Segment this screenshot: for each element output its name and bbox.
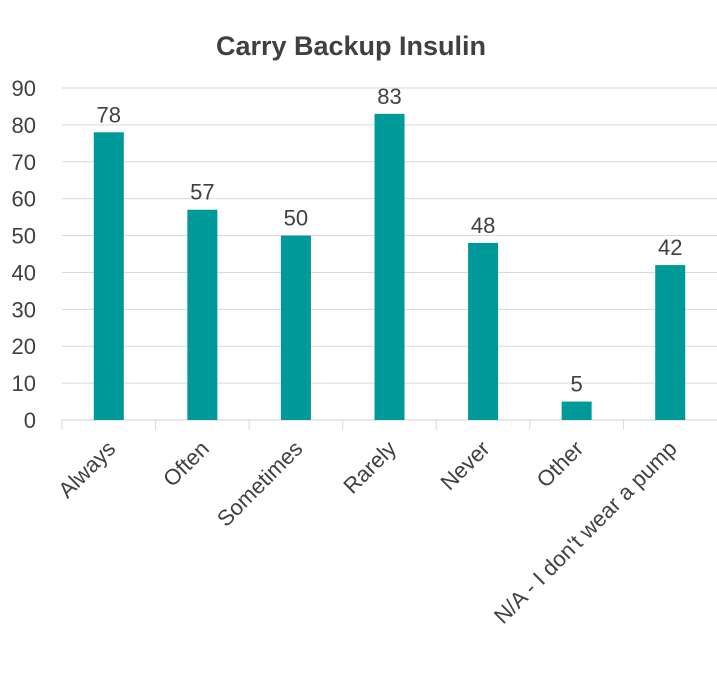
x-tick-label: Sometimes	[212, 436, 307, 531]
x-tick-label: N/A - I don't wear a pump	[489, 436, 682, 629]
y-axis: 0 10 20 30 40 50 60 70 80 90	[12, 76, 36, 433]
data-label: 48	[471, 213, 495, 238]
y-tick-label: 70	[12, 150, 36, 175]
y-tick-label: 80	[12, 113, 36, 138]
bar-always	[93, 132, 124, 420]
x-tick-label: Often	[158, 436, 214, 492]
bar-often	[187, 209, 218, 420]
y-tick-label: 50	[12, 224, 36, 249]
data-label: 42	[658, 235, 682, 260]
y-tick-label: 30	[12, 297, 36, 322]
y-tick-label: 40	[12, 260, 36, 285]
bar-rarely	[374, 113, 405, 421]
data-label: 83	[377, 84, 401, 109]
data-label: 50	[284, 206, 308, 231]
data-labels: 78 57 50 83 48 5 42	[97, 84, 683, 397]
bars	[93, 113, 686, 421]
y-tick-label: 60	[12, 187, 36, 212]
data-label: 5	[571, 372, 583, 397]
bar-sometimes	[280, 235, 311, 420]
data-label: 57	[190, 180, 214, 205]
bar-n-a-i-don-t-wear-a-pump	[655, 265, 686, 420]
y-tick-label: 20	[12, 334, 36, 359]
x-tick-label: Other	[532, 436, 589, 493]
x-tick-label: Never	[435, 436, 494, 495]
y-tick-label: 10	[12, 371, 36, 396]
bar-never	[468, 242, 499, 420]
x-tick-label: Rarely	[338, 436, 401, 499]
x-tick-label: Always	[53, 436, 120, 503]
chart-title: Carry Backup Insulin	[216, 31, 486, 61]
y-tick-label: 90	[12, 76, 36, 101]
y-tick-label: 0	[24, 408, 36, 433]
bar-other	[561, 401, 592, 420]
data-label: 78	[97, 102, 121, 127]
